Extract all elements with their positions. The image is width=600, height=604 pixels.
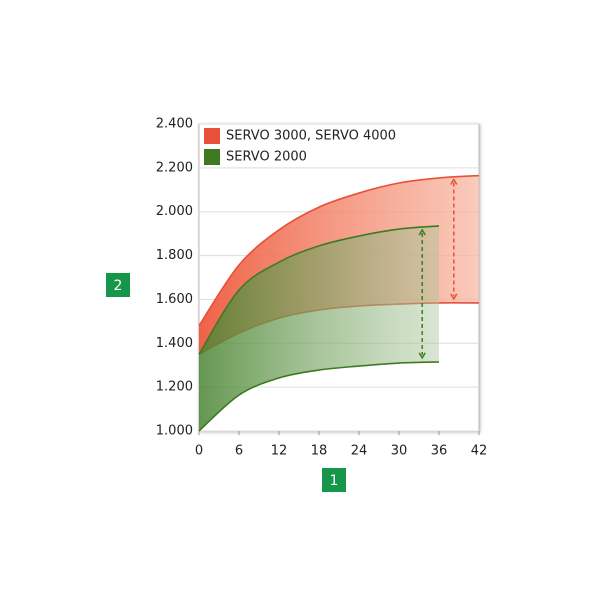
x-tick-label: 42 [471,444,488,459]
y-tick-label: 2.000 [156,204,193,219]
legend-label: SERVO 3000, SERVO 4000 [226,129,396,144]
x-tick-label: 18 [311,444,328,459]
legend-swatch [204,128,220,144]
y-tick-label: 1.600 [156,292,193,307]
y-tick-label: 2.400 [156,117,193,132]
legend-swatch [204,149,220,165]
arrow-head [418,228,426,236]
x-axis-badge [322,468,346,492]
x-tick-label: 36 [431,444,448,459]
x-tick-label: 30 [391,444,408,459]
y-tick-label: 2.200 [156,160,193,175]
band-fill [199,225,439,431]
x-tick-label: 0 [195,444,203,459]
y-tick-label: 1.000 [156,424,193,439]
y-tick-label: 1.200 [156,380,193,395]
x-tick-label: 6 [235,444,243,459]
y-tick-label: 1.800 [156,248,193,263]
labels: 1.000 1.200 1.400 1.600 1.800 2.000 2.200 2.400… [156,117,487,459]
y-axis-badge [106,273,130,297]
arrow-head [450,178,458,185]
band-upper-line [198,174,480,327]
x-axis-box: 1 [322,468,346,492]
arrow-head [418,352,426,360]
bands [198,174,480,432]
y-axis-label: 2 [114,278,123,294]
band-lower-line [198,361,440,432]
y-axis-box: 2 [106,273,130,297]
legend-label: SERVO 2000 [226,150,307,165]
y-tick-label: 1.400 [156,336,193,351]
x-tick-label: 12 [271,444,288,459]
band-upper-line [198,225,440,355]
x-tick-label: 24 [351,444,368,459]
arrow-head [450,293,458,301]
x-axis-label: 1 [330,473,339,489]
